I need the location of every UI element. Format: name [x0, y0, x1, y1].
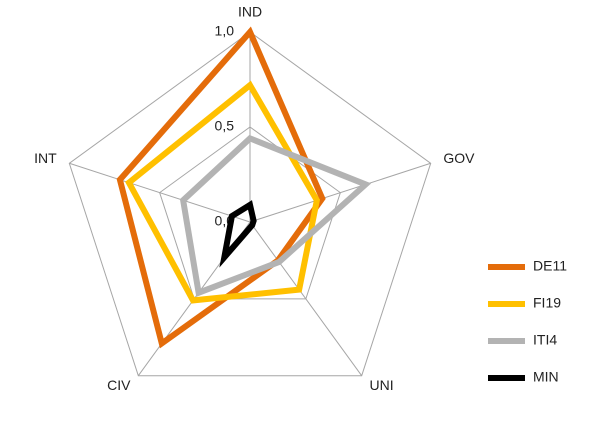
category-label: UNI [369, 377, 393, 393]
series-line [116, 26, 326, 349]
series-line [219, 200, 257, 268]
legend-label: MIN [533, 369, 559, 385]
category-label: CIV [107, 377, 131, 393]
category-label: IND [238, 3, 262, 19]
grid-ring [159, 126, 341, 300]
legend-label: DE11 [533, 258, 567, 274]
r-tick-label: 0,5 [215, 118, 235, 134]
category-label: GOV [443, 150, 475, 166]
series-line [179, 134, 372, 297]
r-tick-label: 1,0 [215, 23, 235, 39]
legend-label: ITI4 [533, 332, 557, 348]
legend-label: FI19 [533, 295, 561, 311]
series-line [125, 80, 321, 304]
category-label: INT [34, 150, 57, 166]
grid-ring [68, 31, 432, 377]
